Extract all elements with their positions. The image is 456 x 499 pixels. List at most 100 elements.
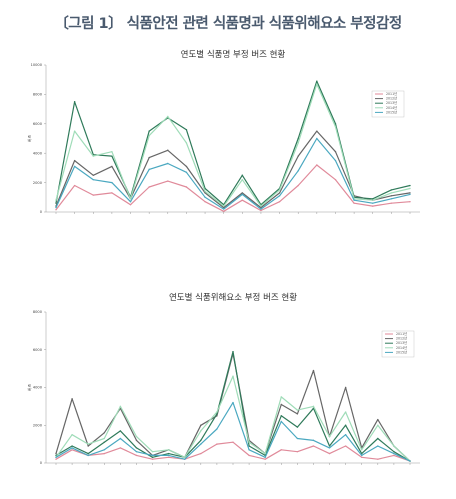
data-point	[296, 413, 299, 415]
data-point	[135, 439, 138, 442]
data-point	[73, 184, 76, 187]
data-point	[92, 174, 94, 176]
data-point	[73, 159, 76, 162]
data-point	[328, 447, 331, 449]
data-point	[297, 184, 299, 187]
data-point	[200, 452, 202, 455]
data-point	[55, 199, 57, 201]
chart-1: 연도별 식품명 부정 버즈 현황 0 2000 4000 6000 8000 10000 버즈…	[26, 49, 420, 214]
data-point	[111, 192, 113, 194]
data-point	[344, 433, 347, 436]
series-line-2011년	[55, 164, 411, 212]
figure-heading: 〔그림 1〕 식품안전 관련 식품명과 식품위해요소 부정감정	[54, 16, 402, 32]
data-point	[200, 443, 202, 445]
data-point	[119, 405, 122, 408]
data-point	[312, 405, 315, 408]
data-point	[222, 210, 225, 212]
data-point	[87, 452, 89, 455]
data-point	[344, 386, 347, 389]
data-point	[151, 450, 154, 453]
data-point	[280, 449, 282, 451]
data-point	[103, 449, 105, 451]
data-point	[167, 180, 169, 182]
data-point	[248, 445, 250, 447]
data-point	[167, 449, 170, 451]
data-point	[151, 456, 154, 459]
data-point	[280, 396, 282, 398]
data-point	[361, 449, 363, 451]
data-point	[167, 162, 169, 165]
data-point	[216, 413, 218, 415]
data-point	[372, 202, 374, 204]
data-point	[216, 411, 218, 413]
data-point	[185, 142, 188, 144]
data-point	[377, 437, 379, 440]
data-point	[232, 401, 234, 404]
data-point	[409, 460, 411, 462]
data-point	[312, 439, 315, 442]
data-point	[260, 208, 262, 210]
data-point	[334, 123, 337, 125]
data-point	[135, 435, 138, 438]
data-point	[222, 208, 225, 210]
data-point	[390, 189, 393, 191]
data-point	[297, 155, 299, 157]
data-point	[390, 195, 393, 197]
data-point	[377, 424, 379, 426]
y-tick-label: 8000	[33, 310, 43, 314]
data-point	[92, 194, 94, 196]
data-point	[316, 137, 318, 140]
data-point	[167, 454, 170, 457]
data-point	[297, 170, 299, 172]
data-point	[296, 409, 299, 411]
data-point	[111, 181, 113, 184]
data-point	[334, 159, 337, 162]
data-point	[248, 449, 250, 451]
data-point	[278, 195, 281, 197]
chart-title: 연도별 식품명 부정 버즈 현황	[181, 49, 286, 60]
data-point	[73, 165, 76, 168]
data-point	[55, 458, 57, 460]
data-point	[119, 437, 122, 440]
data-point	[232, 375, 234, 377]
data-point	[55, 202, 57, 204]
data-point	[73, 130, 76, 132]
data-point	[71, 445, 73, 447]
data-point	[185, 165, 188, 168]
data-point	[111, 155, 113, 157]
data-point	[111, 165, 113, 168]
data-point	[103, 452, 105, 455]
data-point	[264, 452, 266, 455]
data-point	[200, 430, 202, 432]
data-point	[135, 447, 138, 449]
y-tick-label: 2000	[33, 181, 43, 185]
data-point	[409, 192, 411, 194]
data-point	[328, 435, 331, 438]
data-point	[55, 206, 57, 209]
legend-label: 2011년	[396, 331, 407, 336]
data-point	[280, 415, 282, 417]
data-point	[377, 458, 379, 460]
data-point	[204, 192, 206, 194]
data-point	[264, 456, 266, 459]
data-point	[216, 443, 218, 445]
data-point	[393, 454, 395, 457]
data-point	[222, 205, 225, 207]
legend-label: 2011년	[386, 91, 397, 96]
legend-label: 2015년	[396, 349, 407, 354]
series-line-2013년	[55, 80, 411, 206]
data-point	[409, 184, 411, 187]
chart-title: 연도별 식품위해요소 부정 버즈 현황	[169, 292, 297, 303]
data-point	[344, 445, 347, 447]
data-point	[316, 130, 318, 132]
data-point	[151, 454, 154, 457]
data-point	[278, 192, 281, 194]
data-point	[296, 426, 299, 428]
data-point	[278, 189, 281, 191]
data-point	[316, 83, 318, 85]
data-point	[278, 201, 281, 203]
data-point	[111, 151, 113, 153]
y-tick-label: 4000	[33, 386, 43, 390]
